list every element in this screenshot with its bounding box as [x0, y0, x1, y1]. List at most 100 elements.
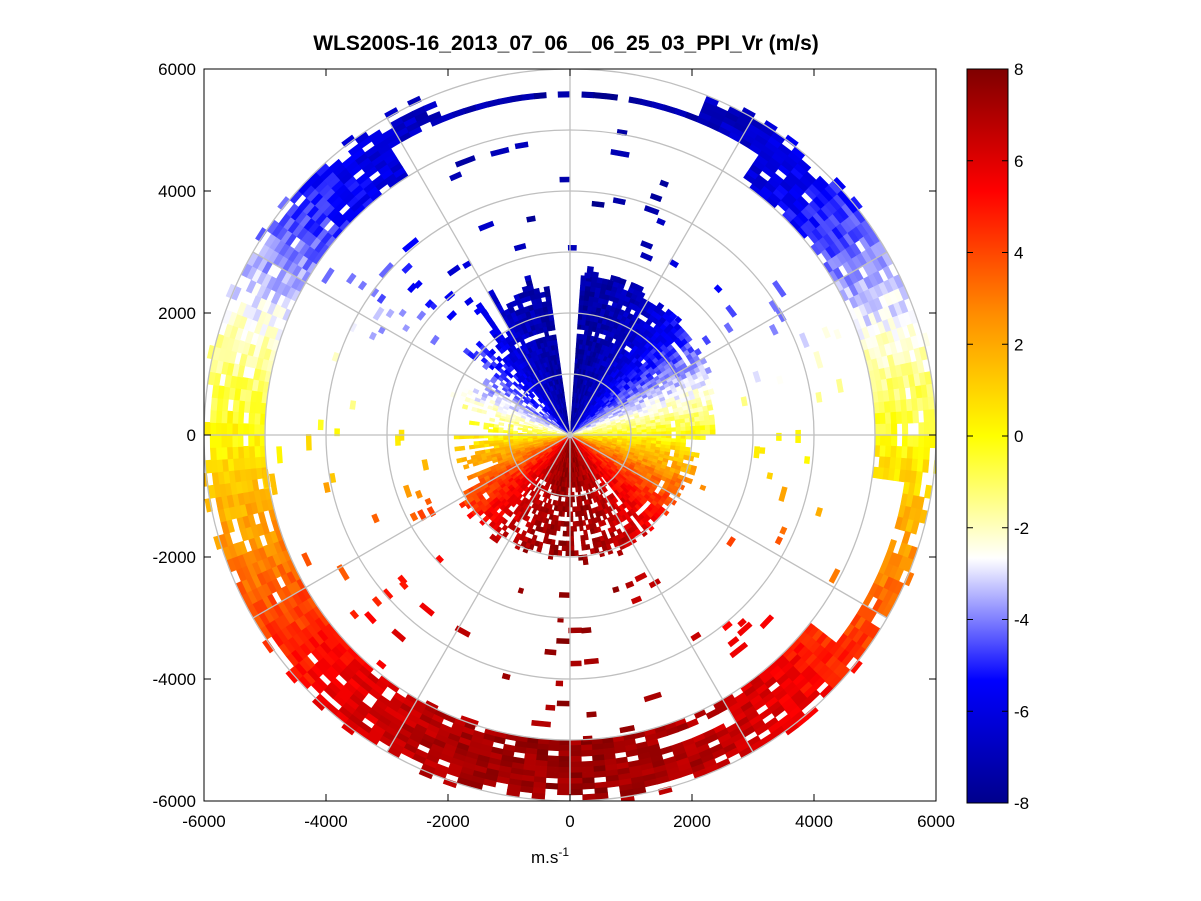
- velocity-cell: [458, 501, 467, 509]
- velocity-cell: [547, 744, 560, 752]
- velocity-cell: [555, 353, 560, 360]
- velocity-cell: [580, 534, 586, 541]
- velocity-cell: [704, 424, 711, 431]
- velocity-cell: [586, 265, 594, 273]
- velocity-cell: [558, 744, 571, 752]
- velocity-cell: [546, 760, 559, 768]
- velocity-cell: [589, 548, 596, 555]
- velocity-cell: [562, 530, 567, 537]
- velocity-cell: [466, 511, 475, 520]
- velocity-cell: [253, 412, 261, 425]
- velocity-cell: [519, 785, 534, 794]
- velocity-cell: [675, 438, 682, 444]
- velocity-cell: [521, 93, 536, 101]
- velocity-cell: [473, 441, 480, 446]
- velocity-cell: [468, 444, 475, 450]
- velocity-cell: [538, 403, 545, 410]
- velocity-cell: [699, 425, 706, 431]
- velocity-cell: [525, 405, 532, 411]
- velocity-cell: [489, 417, 496, 423]
- velocity-cell: [231, 434, 239, 448]
- velocity-cell: [542, 491, 548, 498]
- velocity-cell: [483, 422, 490, 427]
- velocity-cell: [488, 520, 496, 528]
- velocity-cell: [473, 350, 481, 358]
- velocity-cell: [253, 423, 261, 436]
- velocity-cell: [456, 457, 463, 464]
- velocity-cell: [478, 440, 485, 445]
- velocity-cell: [581, 544, 587, 551]
- velocity-cell: [557, 363, 562, 370]
- velocity-cell: [685, 426, 692, 432]
- velocity-cell: [454, 446, 461, 452]
- velocity-cell: [253, 434, 261, 447]
- velocity-cell: [248, 412, 256, 425]
- velocity-cell: [259, 423, 266, 436]
- velocity-cell: [700, 429, 706, 436]
- velocity-cell: [557, 766, 571, 774]
- velocity-cell: [546, 755, 560, 763]
- velocity-cell: [242, 423, 250, 436]
- velocity-cell: [593, 92, 607, 100]
- velocity-cell: [557, 783, 571, 790]
- velocity-cell: [489, 348, 497, 356]
- velocity-cell: [502, 429, 509, 434]
- velocity-cell: [487, 428, 494, 433]
- velocity-cell: [211, 471, 220, 486]
- velocity-cell: [579, 294, 586, 301]
- velocity-cell: [709, 424, 716, 431]
- velocity-cell: [237, 434, 244, 447]
- velocity-cell: [512, 381, 519, 388]
- velocity-cell: [204, 421, 211, 436]
- velocity-cell: [524, 274, 532, 282]
- velocity-cell: [205, 459, 213, 474]
- velocity-cell: [706, 404, 714, 411]
- velocity-cell: [493, 372, 501, 380]
- velocity-cell: [693, 452, 700, 459]
- velocity-cell: [530, 406, 536, 412]
- velocity-cell: [483, 440, 490, 445]
- velocity-cell: [669, 416, 676, 422]
- velocity-cell: [473, 421, 480, 426]
- velocity-cell: [665, 427, 672, 432]
- velocity-cell: [210, 397, 218, 411]
- velocity-cell: [675, 423, 682, 428]
- velocity-cell: [462, 463, 470, 470]
- velocity-cell: [525, 521, 532, 528]
- velocity-cell: [544, 782, 559, 790]
- velocity-cell: [459, 445, 466, 451]
- velocity-cell: [468, 420, 475, 426]
- velocity-cell: [684, 422, 691, 428]
- velocity-cell: [462, 347, 471, 356]
- velocity-cell: [220, 422, 228, 436]
- velocity-cell: [558, 755, 571, 763]
- velocity-cell: [536, 546, 543, 553]
- velocity-cell: [583, 529, 588, 536]
- velocity-cell: [495, 355, 503, 363]
- velocity-cell: [237, 446, 245, 459]
- velocity-cell: [707, 388, 715, 396]
- velocity-cell: [557, 777, 571, 785]
- velocity-cell: [237, 423, 244, 436]
- velocity-cell: [578, 515, 583, 522]
- velocity-cell: [552, 339, 558, 346]
- velocity-cell: [564, 496, 569, 503]
- velocity-cell: [694, 421, 701, 427]
- velocity-cell: [498, 422, 505, 427]
- velocity-cell: [651, 428, 657, 433]
- velocity-cell: [660, 424, 667, 429]
- velocity-cell: [583, 514, 589, 521]
- velocity-cell: [556, 358, 561, 365]
- velocity-cell: [550, 324, 556, 331]
- velocity-cell: [557, 91, 571, 98]
- velocity-cell: [576, 501, 581, 507]
- velocity-cell: [580, 539, 586, 546]
- velocity-cell: [462, 387, 469, 394]
- velocity-cell: [579, 284, 587, 291]
- velocity-cell: [226, 422, 233, 436]
- velocity-cell: [703, 415, 710, 422]
- velocity-cell: [209, 422, 217, 436]
- velocity-cell: [533, 92, 547, 100]
- velocity-cell: [248, 434, 255, 447]
